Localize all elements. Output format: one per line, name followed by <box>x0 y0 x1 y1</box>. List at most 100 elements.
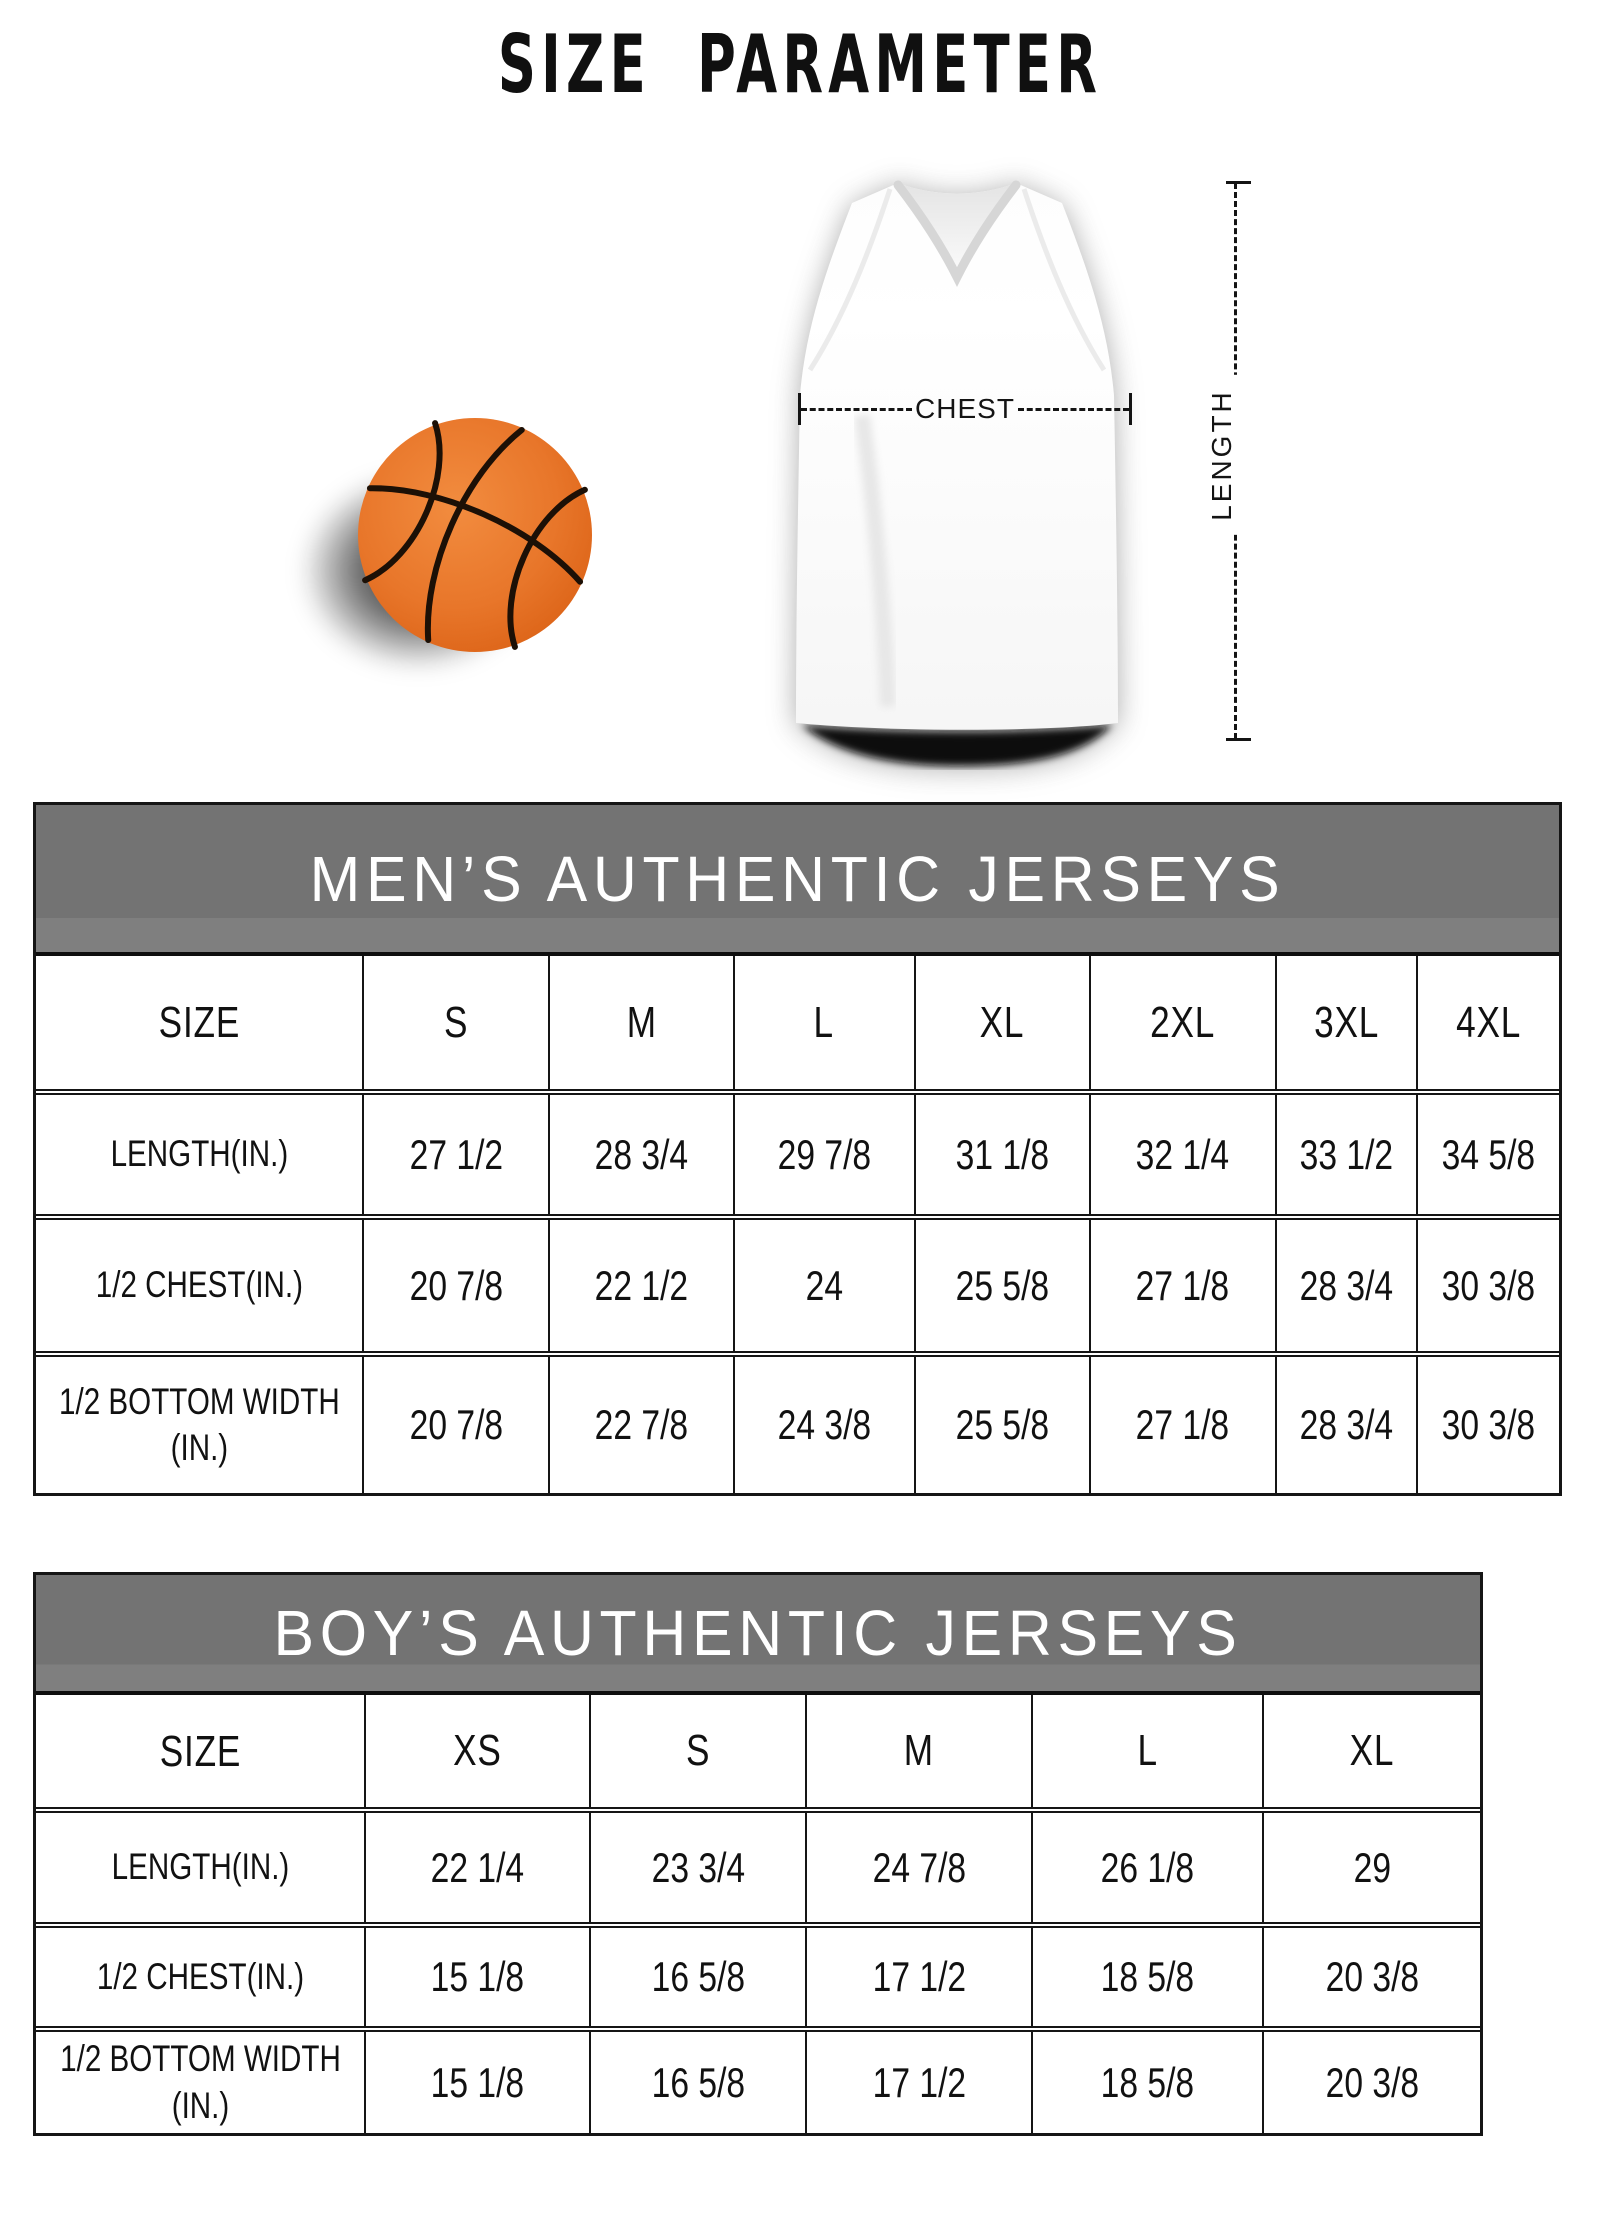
value-cell: 18 5/8 <box>1031 2026 1264 2133</box>
value-cell: 25 5/8 <box>913 1351 1090 1493</box>
chest-line-dash <box>1017 407 1129 411</box>
cell-text: 24 7/8 <box>872 1843 966 1891</box>
cell-text: 15 1/8 <box>431 2058 525 2106</box>
size-header-cell: S <box>589 1695 806 1810</box>
value-cell: 33 1/2 <box>1274 1089 1418 1217</box>
row-label-cell: 1/2 CHEST(IN.) <box>36 1922 366 2029</box>
cell-text: 1/2 CHEST(IN.) <box>95 1264 303 1306</box>
cell-text: 18 5/8 <box>1101 1953 1195 2000</box>
cell-text: 17 1/2 <box>872 2058 966 2106</box>
value-cell: 17 1/2 <box>804 1922 1033 2029</box>
value-cell: 20 3/8 <box>1262 2026 1480 2133</box>
size-header-cell: L <box>1031 1695 1264 1810</box>
chest-label: CHEST <box>915 393 1015 424</box>
size-header-cell: XL <box>913 956 1090 1092</box>
cell-text: 20 3/8 <box>1325 1953 1419 2000</box>
value-cell: 28 3/4 <box>1274 1351 1418 1493</box>
size-header-cell: SIZE <box>36 1695 365 1810</box>
cell-text: 16 5/8 <box>651 2058 745 2106</box>
cell-text: 24 3/8 <box>777 1401 871 1448</box>
jersey-icon <box>796 180 1118 766</box>
cell-text: 20 3/8 <box>1325 2058 1419 2106</box>
chest-line-dash <box>801 407 913 411</box>
size-header-cell: XS <box>364 1695 591 1810</box>
value-cell: 23 3/4 <box>589 1807 806 1925</box>
cell-text: 22 7/8 <box>594 1401 689 1448</box>
length-label: LENGTH <box>1198 375 1246 535</box>
value-cell: 27 1/8 <box>1088 1351 1276 1493</box>
cell-text: 20 7/8 <box>409 1261 504 1309</box>
cell-text: 15 1/8 <box>431 1953 525 2000</box>
basketball-icon <box>358 418 592 652</box>
boys-size-grid: SIZE XS S M L XL LENGTH(IN.) 22 1/4 23 3… <box>36 1695 1480 2133</box>
cell-text: 33 1/2 <box>1299 1130 1394 1178</box>
mens-table-title: MEN’S AUTHENTIC JERSEYS <box>309 842 1286 915</box>
value-cell: 30 3/8 <box>1416 1214 1559 1354</box>
row-label-cell: 1/2 BOTTOM WIDTH (IN.) <box>36 2026 366 2133</box>
row-label-cell: 1/2 BOTTOM WIDTH (IN.) <box>36 1351 364 1493</box>
boys-length-row: LENGTH(IN.) 22 1/4 23 3/4 24 7/8 26 1/8 … <box>36 1807 1480 1925</box>
value-cell: 24 3/8 <box>732 1351 915 1493</box>
value-cell: 22 1/2 <box>548 1214 734 1354</box>
cell-text: 28 3/4 <box>1299 1401 1394 1448</box>
cell-text: 16 5/8 <box>651 1953 745 2000</box>
cell-text: 22 1/2 <box>594 1261 689 1309</box>
boys-bottom-width-row: 1/2 BOTTOM WIDTH (IN.) 15 1/8 16 5/8 17 … <box>36 2026 1480 2133</box>
value-cell: 16 5/8 <box>589 2026 806 2133</box>
cell-text: XL <box>1349 1726 1395 1775</box>
size-header-cell: M <box>548 956 734 1092</box>
size-header-cell: M <box>804 1695 1033 1810</box>
row-label-cell: LENGTH(IN.) <box>36 1089 364 1217</box>
cell-text: 29 7/8 <box>777 1130 871 1178</box>
mens-bottom-width-row: 1/2 BOTTOM WIDTH (IN.) 20 7/8 22 7/8 24 … <box>36 1351 1559 1493</box>
value-cell: 29 7/8 <box>732 1089 915 1217</box>
size-header-cell: 4XL <box>1416 956 1559 1092</box>
length-line-top-tick <box>1226 181 1251 184</box>
value-cell: 24 <box>732 1214 915 1354</box>
cell-text: XS <box>453 1726 503 1775</box>
cell-text: 4XL <box>1456 997 1522 1047</box>
value-cell: 15 1/8 <box>364 1922 591 2029</box>
value-cell: 28 3/4 <box>1274 1214 1418 1354</box>
cell-text: 1/2 CHEST(IN.) <box>96 1955 304 1997</box>
value-cell: 27 1/8 <box>1088 1214 1276 1354</box>
cell-text: 30 3/8 <box>1441 1261 1536 1309</box>
size-header-cell: 3XL <box>1274 956 1418 1092</box>
cell-text: 28 3/4 <box>1299 1261 1394 1309</box>
boys-table-title-bar: BOY’S AUTHENTIC JERSEYS <box>36 1575 1480 1695</box>
value-cell: 31 1/8 <box>913 1089 1090 1217</box>
value-cell: 29 <box>1262 1807 1480 1925</box>
cell-text: 32 1/4 <box>1136 1130 1230 1178</box>
cell-text: 25 5/8 <box>955 1261 1050 1309</box>
chest-measure-line: CHEST <box>798 392 1132 426</box>
value-cell: 22 1/4 <box>364 1807 591 1925</box>
mens-chest-row: 1/2 CHEST(IN.) 20 7/8 22 1/2 24 25 5/8 2… <box>36 1214 1559 1354</box>
cell-text: 23 3/4 <box>651 1843 745 1891</box>
cell-text: 27 1/8 <box>1136 1401 1230 1448</box>
cell-text: 22 1/4 <box>431 1843 525 1891</box>
cell-text: XL <box>979 997 1025 1047</box>
cell-text: 1/2 BOTTOM WIDTH (IN.) <box>58 1380 340 1468</box>
value-cell: 18 5/8 <box>1031 1922 1264 2029</box>
cell-text: LENGTH(IN.) <box>111 1846 289 1888</box>
cell-text: 28 3/4 <box>594 1130 689 1178</box>
row-label-cell: LENGTH(IN.) <box>36 1807 366 1925</box>
cell-text: 31 1/8 <box>955 1130 1050 1178</box>
cell-text: 27 1/8 <box>1136 1261 1230 1309</box>
cell-text: 27 1/2 <box>409 1130 504 1178</box>
cell-text: 24 <box>805 1261 843 1309</box>
cell-text: 20 7/8 <box>409 1401 504 1448</box>
row-label-cell: 1/2 CHEST(IN.) <box>36 1214 364 1354</box>
size-header-cell: S <box>362 956 550 1092</box>
cell-text: M <box>626 997 657 1047</box>
mens-length-row: LENGTH(IN.) 27 1/2 28 3/4 29 7/8 31 1/8 … <box>36 1089 1559 1217</box>
value-cell: 32 1/4 <box>1088 1089 1276 1217</box>
cell-text: SIZE <box>159 1726 241 1776</box>
value-cell: 20 7/8 <box>362 1351 550 1493</box>
mens-size-grid: SIZE S M L XL 2XL 3XL 4XL LENGTH(IN.) 27… <box>36 956 1559 1493</box>
value-cell: 24 7/8 <box>804 1807 1033 1925</box>
value-cell: 20 3/8 <box>1262 1922 1480 2029</box>
mens-size-table: MEN’S AUTHENTIC JERSEYS SIZE S M L XL 2X… <box>33 802 1562 1496</box>
cell-text: 2XL <box>1150 997 1216 1047</box>
